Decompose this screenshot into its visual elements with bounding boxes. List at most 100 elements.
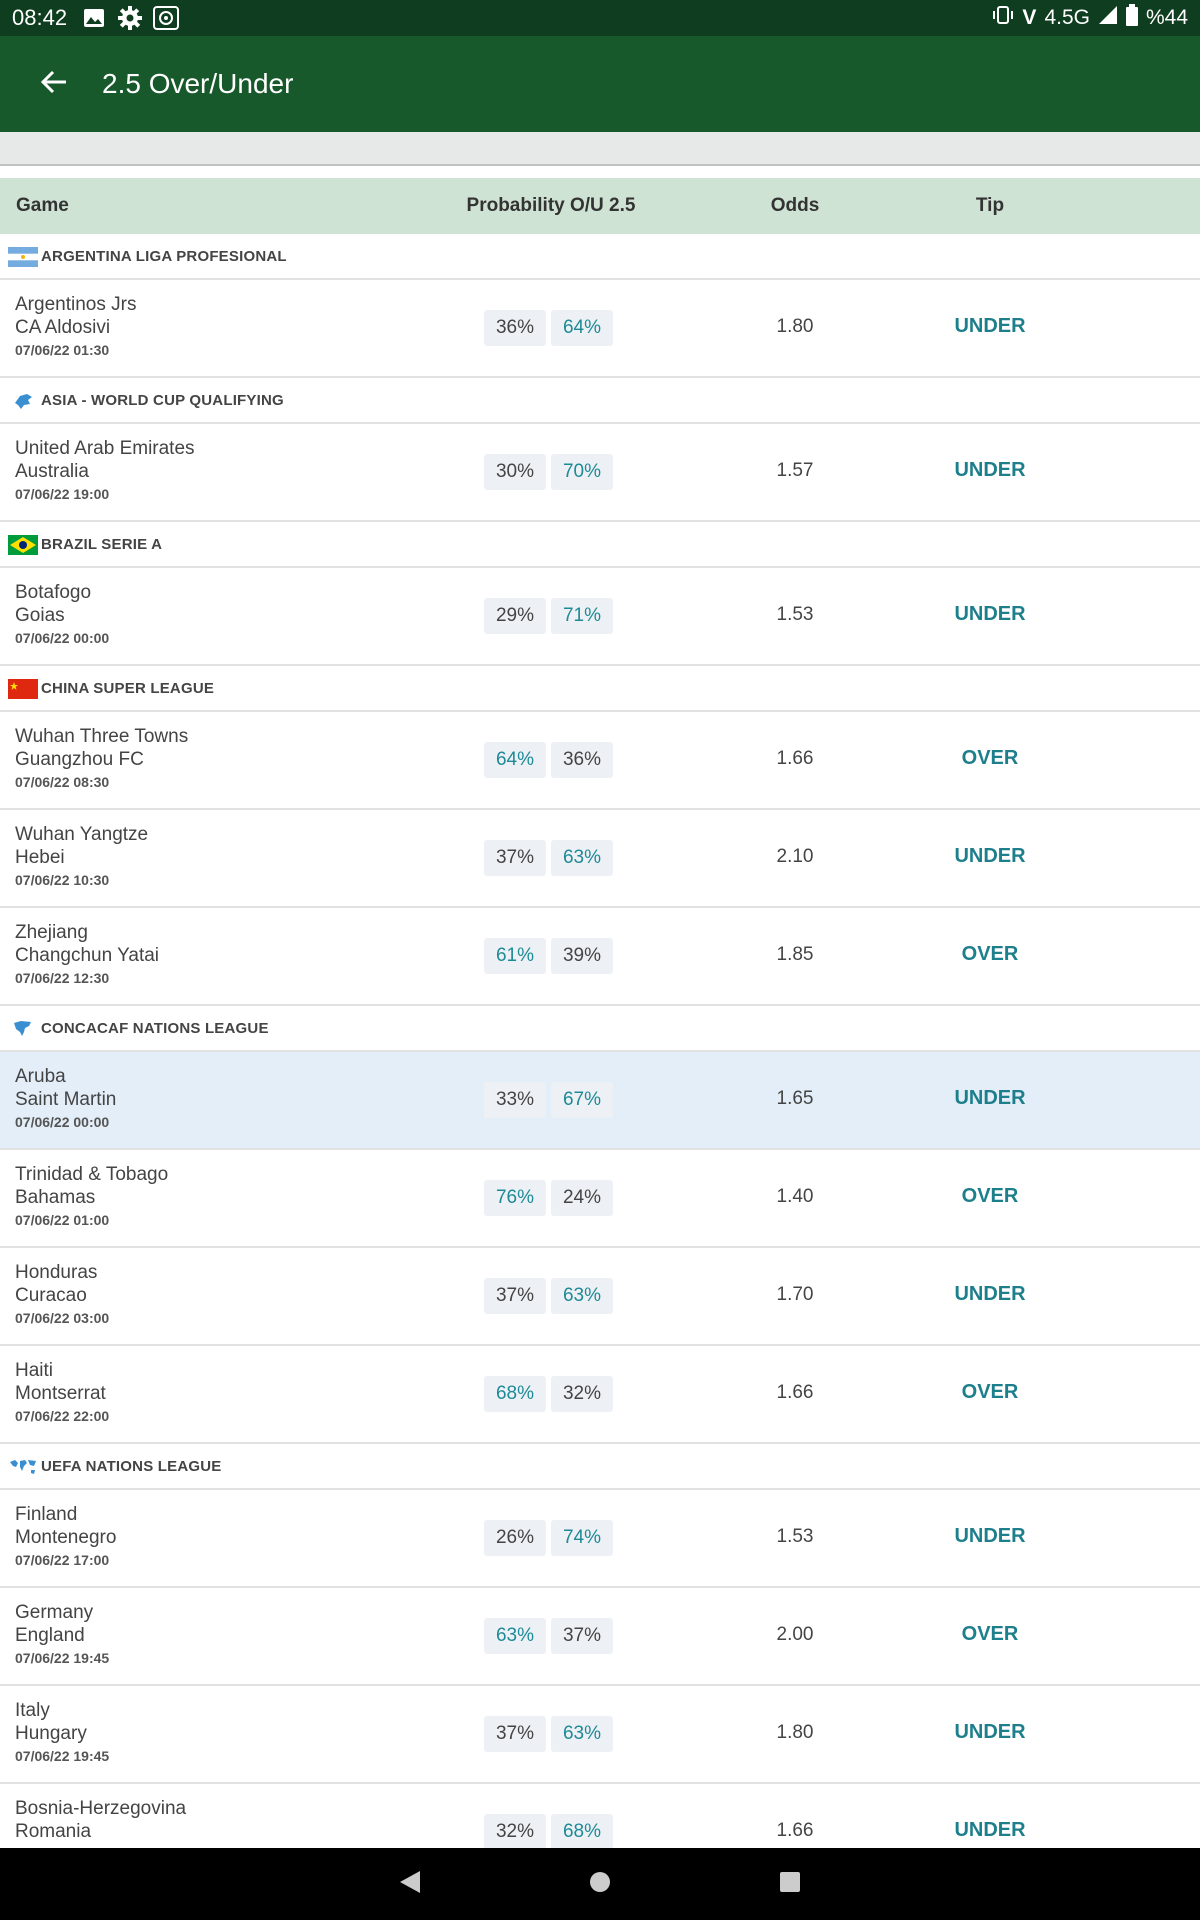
divider-strip bbox=[0, 132, 1200, 166]
nav-recents-button[interactable] bbox=[770, 1864, 810, 1904]
gear-icon bbox=[117, 5, 143, 31]
tip-label: UNDER bbox=[954, 459, 1026, 481]
league-name: ARGENTINA LIGA PROFESIONAL bbox=[41, 247, 287, 265]
odds-value: 1.53 bbox=[776, 604, 814, 625]
away-team: Romania bbox=[15, 1821, 92, 1842]
game-row[interactable]: Botafogo Goias 07/06/22 00:00 29% 71% 1.53 UND… bbox=[0, 568, 1200, 666]
game-row[interactable]: Zhejiang Changchun Yatai 07/06/22 12:30 61%… bbox=[0, 908, 1200, 1006]
home-team: Botafogo bbox=[15, 582, 92, 603]
under-probability: 68% bbox=[551, 1814, 613, 1850]
game-row[interactable]: Finland Montenegro 07/06/22 17:00 26% 74% 1.5… bbox=[0, 1490, 1200, 1588]
volte-icon: V bbox=[1022, 6, 1037, 29]
under-probability: 63% bbox=[551, 1278, 613, 1314]
match-datetime: 07/06/22 00:00 bbox=[15, 630, 110, 646]
games-list: ARGENTINA LIGA PROFESIONAL Argentinos Jrs… bbox=[0, 234, 1200, 1882]
arrow-left-icon bbox=[40, 68, 68, 101]
home-team: Bosnia-Herzegovina bbox=[15, 1798, 187, 1819]
game-row[interactable]: United Arab Emirates Australia 07/06/22 19… bbox=[0, 424, 1200, 522]
odds-value: 1.80 bbox=[776, 1722, 814, 1743]
brazil-flag-icon bbox=[8, 535, 38, 555]
tip-label: UNDER bbox=[954, 603, 1026, 625]
league-header: ASIA - WORLD CUP QUALIFYING bbox=[0, 378, 1200, 424]
home-team: Italy bbox=[15, 1700, 50, 1721]
away-team: Goias bbox=[15, 605, 65, 626]
status-right: V 4.5G %44 bbox=[992, 4, 1188, 32]
away-team: CA Aldosivi bbox=[15, 317, 111, 338]
nav-back-button[interactable] bbox=[390, 1864, 430, 1904]
under-probability: 37% bbox=[551, 1618, 613, 1654]
back-triangle-icon bbox=[398, 1869, 422, 1900]
league-name: UEFA NATIONS LEAGUE bbox=[41, 1457, 222, 1475]
argentina-flag-icon bbox=[8, 247, 38, 267]
app-bar: 2.5 Over/Under bbox=[0, 36, 1200, 132]
match-datetime: 07/06/22 17:00 bbox=[15, 1552, 110, 1568]
tip-label: UNDER bbox=[954, 1525, 1026, 1547]
image-icon bbox=[81, 5, 107, 31]
match-datetime: 07/06/22 19:45 bbox=[15, 1650, 110, 1666]
under-probability: 39% bbox=[551, 938, 613, 974]
home-team: Aruba bbox=[15, 1066, 66, 1087]
away-team: Hungary bbox=[15, 1723, 87, 1744]
odds-value: 1.66 bbox=[776, 1382, 814, 1403]
odds-value: 2.00 bbox=[776, 1624, 814, 1645]
under-probability: 63% bbox=[551, 840, 613, 876]
column-tip: Tip bbox=[975, 195, 1005, 216]
over-probability: 76% bbox=[484, 1180, 546, 1216]
navigation-bar bbox=[0, 1848, 1200, 1920]
league-name: CHINA SUPER LEAGUE bbox=[41, 679, 215, 697]
home-team: Wuhan Yangtze bbox=[15, 824, 149, 845]
tip-label: OVER bbox=[961, 747, 1019, 769]
world-map-icon bbox=[8, 1457, 38, 1477]
status-time: 08:42 bbox=[12, 5, 68, 30]
over-probability: 37% bbox=[484, 1716, 546, 1752]
tip-label: OVER bbox=[961, 1185, 1019, 1207]
league-name: ASIA - WORLD CUP QUALIFYING bbox=[41, 391, 284, 409]
game-row[interactable]: Italy Hungary 07/06/22 19:45 37% 63% 1.80 UNDE… bbox=[0, 1686, 1200, 1784]
odds-value: 1.53 bbox=[776, 1526, 814, 1547]
under-probability: 36% bbox=[551, 742, 613, 778]
game-row[interactable]: Argentinos Jrs CA Aldosivi 07/06/22 01:30 3… bbox=[0, 280, 1200, 378]
game-row[interactable]: Honduras Curacao 07/06/22 03:00 37% 63% 1.70 U… bbox=[0, 1248, 1200, 1346]
home-team: Haiti bbox=[15, 1360, 54, 1381]
over-probability: 33% bbox=[484, 1082, 546, 1118]
over-probability: 61% bbox=[484, 938, 546, 974]
column-odds: Odds bbox=[770, 195, 820, 216]
asia-continent-icon bbox=[8, 391, 38, 411]
home-team: Zhejiang bbox=[15, 922, 88, 943]
china-flag-icon bbox=[8, 679, 38, 699]
game-row[interactable]: Wuhan Three Towns Guangzhou FC 07/06/22 08… bbox=[0, 712, 1200, 810]
tip-label: OVER bbox=[961, 943, 1019, 965]
nav-home-button[interactable] bbox=[580, 1864, 620, 1904]
odds-value: 1.66 bbox=[776, 1820, 814, 1841]
battery-level: %44 bbox=[1145, 6, 1188, 29]
odds-value: 2.10 bbox=[776, 846, 814, 867]
game-row[interactable]: Aruba Saint Martin 07/06/22 00:00 33% 67% 1.6… bbox=[0, 1052, 1200, 1150]
signal-icon bbox=[1098, 5, 1118, 31]
away-team: Bahamas bbox=[15, 1187, 96, 1208]
status-bar: 08:42 V 4.5G %44 bbox=[0, 0, 1200, 36]
league-header: CONCACAF NATIONS LEAGUE bbox=[0, 1006, 1200, 1052]
back-button[interactable] bbox=[24, 54, 84, 114]
match-datetime: 07/06/22 10:30 bbox=[15, 872, 110, 888]
game-row[interactable]: Germany England 07/06/22 19:45 63% 37% 2.00 OV… bbox=[0, 1588, 1200, 1686]
over-probability: 26% bbox=[484, 1520, 546, 1556]
column-game: Game bbox=[16, 195, 69, 216]
tip-label: OVER bbox=[961, 1381, 1019, 1403]
app-icon bbox=[153, 5, 180, 31]
column-probability: Probability O/U 2.5 bbox=[466, 195, 636, 216]
under-probability: 74% bbox=[551, 1520, 613, 1556]
league-name: CONCACAF NATIONS LEAGUE bbox=[41, 1019, 269, 1037]
tip-label: UNDER bbox=[954, 1283, 1026, 1305]
odds-value: 1.85 bbox=[776, 944, 814, 965]
under-probability: 24% bbox=[551, 1180, 613, 1216]
over-probability: 64% bbox=[484, 742, 546, 778]
tip-label: OVER bbox=[961, 1623, 1019, 1645]
tip-label: UNDER bbox=[954, 1721, 1026, 1743]
game-row[interactable]: Wuhan Yangtze Hebei 07/06/22 10:30 37% 63% 2.… bbox=[0, 810, 1200, 908]
home-team: Honduras bbox=[15, 1262, 98, 1283]
game-row[interactable]: Trinidad & Tobago Bahamas 07/06/22 01:00 76… bbox=[0, 1150, 1200, 1248]
away-team: Australia bbox=[15, 461, 89, 482]
home-team: Germany bbox=[15, 1602, 94, 1623]
network-type: 4.5G bbox=[1044, 6, 1090, 29]
game-row[interactable]: Haiti Montserrat 07/06/22 22:00 68% 32% 1.66 O… bbox=[0, 1346, 1200, 1444]
